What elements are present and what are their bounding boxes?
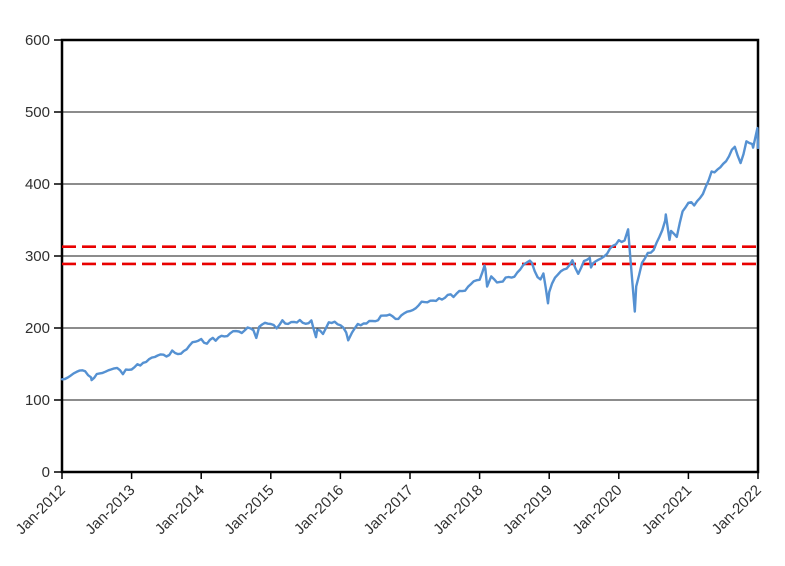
y-axis-tick-label: 600 [25,32,50,49]
y-axis-tick-label: 500 [25,104,50,121]
y-axis-tick-label: 300 [25,248,50,265]
plot-border [60,38,760,474]
y-axis-tick-label: 200 [25,320,50,337]
y-axis-tick-label: 400 [25,176,50,193]
price-line-series [60,126,760,382]
y-axis-tick-label: 0 [42,464,50,481]
y-axis-tick-label: 100 [25,392,50,409]
